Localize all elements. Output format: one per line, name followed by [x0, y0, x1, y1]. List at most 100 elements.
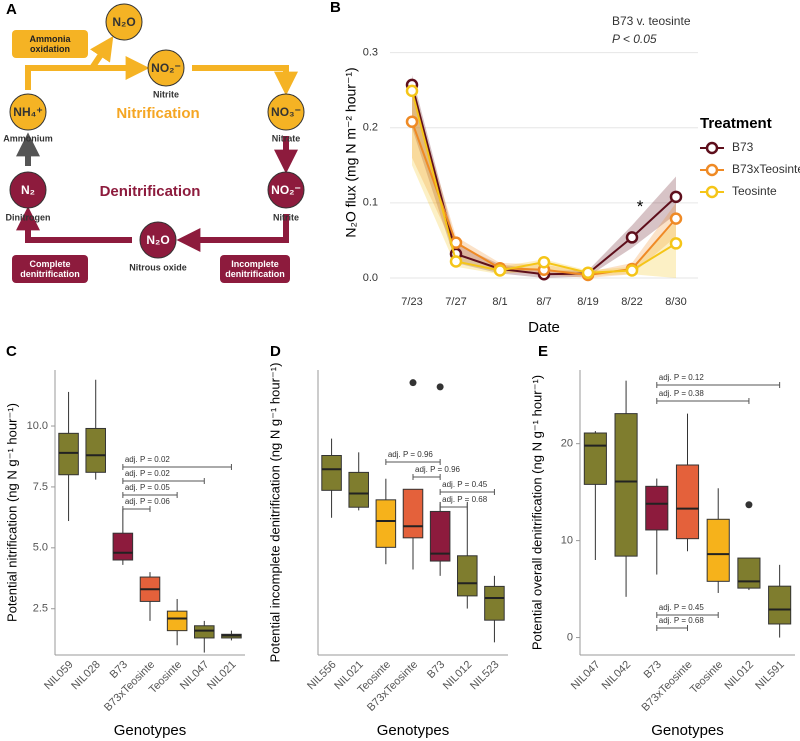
process-box: Incomplete denitrification	[220, 255, 290, 283]
node	[267, 171, 305, 209]
box	[402, 488, 424, 539]
box	[457, 555, 478, 597]
x-tick-label: Teosinte	[688, 659, 725, 696]
annotation: adj. P = 0.05	[125, 483, 171, 492]
point	[405, 84, 419, 98]
node	[267, 93, 305, 131]
box	[675, 464, 700, 540]
node	[9, 171, 47, 209]
annotation: P < 0.05	[612, 32, 657, 46]
box	[85, 427, 106, 473]
x-axis-title: Date	[528, 319, 560, 336]
annotation: adj. P = 0.68	[659, 616, 705, 625]
y-tick-label: 10	[561, 535, 573, 547]
point	[625, 264, 639, 277]
x-tick-label: 8/30	[665, 296, 686, 308]
annotation: adj. P = 0.38	[659, 389, 705, 398]
point	[625, 231, 639, 244]
point	[405, 115, 419, 128]
box	[375, 499, 397, 548]
y-tick-label: 0.0	[363, 272, 378, 284]
node-formula: N₂O	[112, 15, 135, 29]
box	[645, 485, 669, 531]
node-formula: NO₂⁻	[271, 183, 301, 197]
annotation: adj. P = 0.96	[388, 450, 434, 459]
panel-label: E	[538, 343, 548, 360]
y-tick-label: 7.5	[33, 481, 48, 493]
x-tick-label: NIL591	[753, 659, 787, 693]
point	[669, 237, 683, 250]
annotation: adj. P = 0.02	[125, 469, 171, 478]
x-tick-label: NIL047	[178, 659, 212, 693]
arrow	[176, 214, 289, 252]
y-tick-label: 0.3	[363, 46, 378, 58]
box	[58, 432, 79, 476]
x-tick-label: 8/22	[621, 296, 642, 308]
x-axis-title: Genotypes	[377, 722, 450, 739]
x-tick-label: 8/19	[577, 296, 598, 308]
point	[537, 255, 551, 269]
node-name: Nitrite	[153, 89, 179, 99]
x-axis-title: Genotypes	[651, 722, 724, 739]
box	[112, 532, 134, 561]
node-formula: NO₃⁻	[271, 105, 301, 119]
x-tick-label: NIL059	[42, 659, 76, 693]
annotation: adj. P = 0.45	[659, 603, 705, 612]
x-tick-label: B73	[108, 659, 130, 681]
series-line	[411, 90, 677, 274]
node-formula: N₂	[21, 183, 35, 197]
y-tick-label: 5.0	[33, 542, 48, 554]
legend-label: Teosinte	[732, 184, 777, 198]
outlier	[409, 379, 417, 387]
node-name: Nitrous oxide	[129, 262, 187, 272]
legend-swatch	[705, 163, 719, 177]
box	[348, 471, 369, 508]
point	[581, 266, 595, 279]
x-tick-label: NIL523	[468, 659, 502, 693]
panel-label: C	[6, 343, 17, 360]
y-axis-title: N₂O flux (mg N m⁻² hour⁻¹)	[343, 67, 359, 237]
y-tick-label: 0.1	[363, 197, 378, 209]
nodes: N₂O NO₂⁻ Nitrite NH₄⁺ Ammonium NO₃⁻ Nitr…	[3, 3, 305, 272]
x-tick-label: 7/27	[445, 296, 466, 308]
node	[139, 221, 177, 259]
panel-label: D	[270, 343, 281, 360]
annotation: adj. P = 0.68	[442, 495, 488, 504]
node-formula: N₂O	[146, 233, 169, 247]
annotation: adj. P = 0.12	[659, 373, 705, 382]
legend-title: Treatment	[700, 115, 772, 132]
point	[669, 212, 683, 225]
y-axis-title: Potential overall denitrification (ng N …	[529, 375, 544, 650]
box	[737, 557, 761, 589]
box	[194, 625, 215, 639]
x-tick-label: NIL012	[723, 659, 757, 693]
legend-label: B73xTeosinte	[732, 162, 800, 176]
arrow	[25, 56, 150, 90]
outlier	[436, 383, 444, 391]
x-tick-label: NIL556	[305, 659, 339, 693]
node	[9, 93, 47, 131]
box	[614, 413, 638, 557]
x-tick-label: B73	[642, 659, 664, 681]
x-tick-label: NIL047	[569, 659, 603, 693]
box	[166, 610, 188, 632]
y-tick-label: 0	[567, 631, 573, 643]
x-tick-label: 8/7	[536, 296, 551, 308]
box	[429, 510, 451, 562]
annotation: adj. P = 0.06	[125, 497, 171, 506]
x-tick-label: NIL042	[600, 659, 634, 693]
y-tick-label: 10.0	[27, 420, 48, 432]
outlier	[745, 501, 753, 509]
y-tick-label: 2.5	[33, 603, 48, 615]
node-formula: NO₂⁻	[151, 61, 181, 75]
legend-swatch	[705, 185, 719, 199]
node-formula: NH₄⁺	[13, 105, 42, 119]
node-name: Nitrite	[273, 212, 299, 222]
y-tick-label: 20	[561, 438, 573, 450]
x-tick-label: NIL012	[441, 659, 475, 693]
point	[493, 264, 507, 277]
node-name: Nitrate	[272, 133, 301, 143]
x-tick-label: 8/1	[492, 296, 507, 308]
